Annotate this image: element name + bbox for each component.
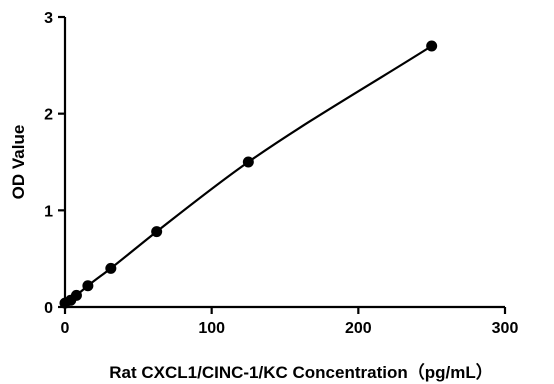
axes [63,17,505,309]
x-axis-label: Rat CXCL1/CINC-1/KC Concentration（pg/mL） [109,362,492,382]
y-tick-label: 1 [44,203,53,220]
x-tick-label: 300 [492,320,519,337]
y-tick-label: 2 [44,107,53,124]
x-tick-label: 0 [61,320,70,337]
x-tick-label: 100 [198,320,225,337]
data-point [82,280,94,292]
data-point [426,40,438,52]
data-points [59,40,438,309]
x-axis-ticks: 0 100 200 300 [61,307,519,337]
data-point [151,226,163,238]
y-axis-ticks: 0 1 2 3 [44,10,65,317]
data-point [105,262,117,274]
data-point [70,289,82,301]
data-point [242,156,254,168]
fit-curve [64,45,433,305]
y-tick-label: 3 [44,10,53,27]
y-axis-label: OD Value [9,125,28,200]
y-tick-label: 0 [44,300,53,317]
x-tick-label: 200 [345,320,372,337]
